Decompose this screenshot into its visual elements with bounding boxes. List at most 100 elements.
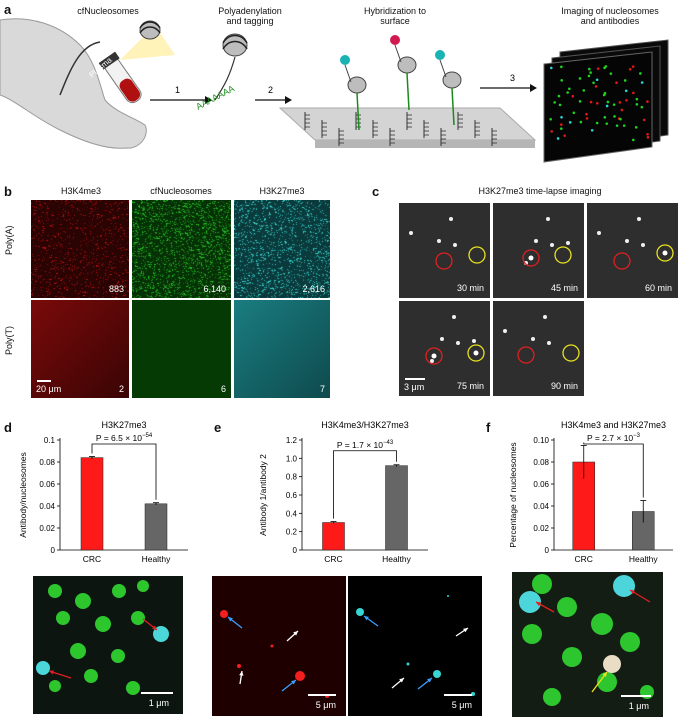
pointer-arrowhead xyxy=(293,631,298,636)
fluorescent-spot xyxy=(547,341,551,345)
time-label-60: 60 min xyxy=(644,283,672,293)
time-label-45: 45 min xyxy=(550,283,578,293)
fluorescent-spot xyxy=(430,359,434,363)
stack-spot xyxy=(622,124,626,127)
x-tick-label: CRC xyxy=(575,554,593,564)
stack-spot xyxy=(603,116,607,119)
chart-title: H3K4me3 and H3K27me3 xyxy=(561,420,666,430)
y-tick-label: 0.06 xyxy=(533,480,549,489)
fluorescent-spot xyxy=(543,315,547,319)
step-number-2: 2 xyxy=(268,85,273,95)
panel-d-label: d xyxy=(4,420,12,435)
stack-spot xyxy=(606,100,610,104)
row-label-polya: Poly(A) xyxy=(4,225,14,255)
bar-crc xyxy=(80,457,104,551)
stack-spot xyxy=(585,117,589,120)
nucleosome-icon xyxy=(139,20,161,40)
stack-spot xyxy=(579,120,583,124)
y-tick-label: 0.04 xyxy=(533,502,549,511)
stack-spot xyxy=(556,137,560,140)
bound-nucleosome xyxy=(347,76,367,94)
stack-spot xyxy=(642,118,646,122)
fluorescent-spot xyxy=(534,239,538,243)
p-value-label: P = 6.5 × 10−54 xyxy=(96,433,153,443)
stack-spot xyxy=(558,103,562,107)
timelapse-frame-60min: 60 min xyxy=(587,203,678,298)
bar-healthy xyxy=(385,465,408,551)
stack-spot xyxy=(592,81,595,85)
stack-spot xyxy=(587,74,591,78)
stack-spot xyxy=(623,79,627,82)
yellow-circle-marker xyxy=(554,246,572,264)
step2-title-line2: surface xyxy=(380,16,410,26)
antibody-marker xyxy=(435,50,445,60)
y-tick-label: 0.08 xyxy=(39,458,55,467)
y-tick-label: 0.02 xyxy=(533,524,549,533)
stack-spot xyxy=(646,100,649,103)
antibody-stem xyxy=(394,44,402,63)
scalebar-e-left xyxy=(308,694,336,696)
stack-spot xyxy=(568,87,571,91)
cyan-spot xyxy=(406,662,410,666)
y-tick-label: 0.04 xyxy=(39,502,55,511)
image-e-cyan-spots xyxy=(356,595,475,696)
significance-bracket xyxy=(333,450,397,519)
image-e-cyan: 5 μm xyxy=(348,576,482,716)
red-circle-marker xyxy=(613,252,631,270)
stack-spot xyxy=(560,65,563,69)
p-value-label: P = 1.7 × 10−43 xyxy=(337,440,394,450)
stack-spot xyxy=(560,127,563,130)
red-circle-marker xyxy=(517,346,535,364)
cyan-antibody-spot xyxy=(36,661,50,675)
green-nucleosome-spot xyxy=(49,680,61,692)
significance-bracket xyxy=(583,442,644,498)
step2-title-line1: Hybridization to xyxy=(363,6,427,16)
chart-title: H3K4me3/H3K27me3 xyxy=(321,420,409,430)
cfnucleosomes-title: cfNucleosomes xyxy=(77,6,139,16)
cyan-antibody-spot xyxy=(613,575,635,597)
plasma-beam xyxy=(120,25,175,60)
count-h3k4me3-polyt: 2 xyxy=(118,384,124,394)
panel-c-label: c xyxy=(372,184,380,199)
scalebar-3um xyxy=(405,378,425,380)
stack-spot xyxy=(605,122,609,125)
polya-tail-text: AAAAAAA xyxy=(194,83,236,112)
timelapse-frame-45min: 45 min xyxy=(493,203,584,298)
stack-spot xyxy=(631,65,635,68)
timelapse-frame-90min: 90 min xyxy=(493,301,584,396)
green-nucleosome-spot xyxy=(597,672,617,692)
green-nucleosome-spot xyxy=(70,643,86,659)
fluorescent-spot xyxy=(453,243,457,247)
step1-title-line1: Polyadenylation xyxy=(218,6,282,16)
green-nucleosome-spot xyxy=(84,669,98,683)
row-label-polyt: Poly(T) xyxy=(4,326,14,355)
stack-spot xyxy=(635,103,639,106)
stack-spot xyxy=(639,72,642,75)
chart-d: H3K27me3 Antibody/nucleosomes 0 0.02 0.04 0.0… xyxy=(18,420,188,564)
stack-spot xyxy=(590,128,594,132)
stack-spot xyxy=(582,89,586,92)
cyan-spot xyxy=(433,670,441,678)
col-title-h3k4me3: H3K4me3 xyxy=(60,186,102,196)
image-f-spots xyxy=(519,574,654,706)
y-tick-label: 1.0 xyxy=(286,454,298,463)
pointer-arrowhead xyxy=(152,625,157,630)
count-cfnuc-polyt: 6 xyxy=(220,384,226,394)
step2-title: Hybridization to surface xyxy=(340,6,450,26)
pointer-arrowhead xyxy=(427,678,432,683)
bar-crc xyxy=(322,522,345,551)
antibody-stem xyxy=(439,59,447,78)
y-axis-label: Antibody/nucleosomes xyxy=(18,452,28,538)
red-circle-marker xyxy=(522,249,540,267)
scalebar-label-f: 1 μm xyxy=(628,701,649,711)
bar-healthy xyxy=(144,503,168,551)
green-nucleosome-spot xyxy=(131,611,145,625)
yellow-circle-marker xyxy=(468,246,486,264)
red-spot xyxy=(220,610,228,618)
step1-title-line2: and tagging xyxy=(226,16,274,26)
image-cfnuc-polya: 6,140 xyxy=(132,200,231,298)
green-nucleosome-spot xyxy=(532,574,552,594)
bound-nucleosome xyxy=(442,71,462,89)
stack-spot xyxy=(625,98,628,102)
surface-probes xyxy=(304,35,497,146)
